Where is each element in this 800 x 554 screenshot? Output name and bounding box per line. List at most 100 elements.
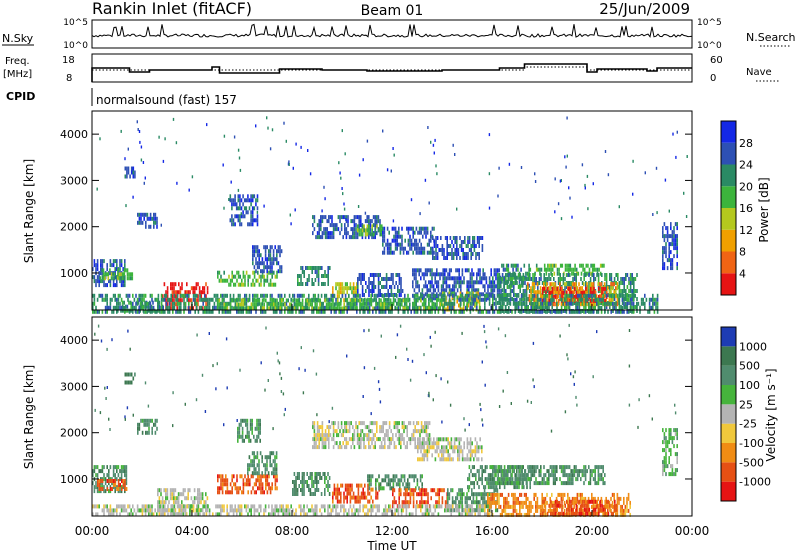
velocity-cell	[409, 421, 412, 426]
power-cell	[625, 273, 627, 277]
power-cell	[228, 309, 230, 314]
velocity-cell	[364, 445, 367, 450]
velocity-cell	[124, 380, 127, 385]
power-cell	[189, 306, 191, 311]
power-cell	[428, 250, 430, 255]
velocity-cell	[124, 479, 126, 483]
power-cell	[393, 234, 395, 239]
velocity-cell	[479, 445, 481, 450]
power-cell	[496, 293, 499, 298]
power-cell	[168, 309, 171, 314]
power-cell	[554, 302, 556, 307]
velocity-cell	[364, 425, 367, 430]
power-cell	[145, 224, 147, 229]
power-cell	[513, 285, 515, 289]
power-cell	[497, 301, 499, 305]
power-cell	[653, 309, 656, 314]
power-cell	[153, 220, 155, 225]
power-cell	[104, 309, 107, 314]
power-cell	[258, 274, 261, 279]
power-cell	[372, 298, 374, 303]
power-cell	[623, 281, 625, 285]
power-cell	[168, 297, 171, 302]
power-cell	[235, 214, 238, 219]
power-cell	[383, 238, 386, 243]
power-cell	[156, 297, 158, 302]
velocity-cell	[229, 482, 232, 487]
power-cell	[544, 293, 547, 298]
power-cell	[418, 288, 420, 293]
power-cell	[148, 301, 150, 306]
power-cell	[445, 284, 448, 289]
power-cell	[416, 293, 419, 298]
power-cell	[417, 246, 419, 251]
velocity-cell	[112, 465, 115, 470]
power-cell	[217, 270, 219, 275]
velocity-cell	[234, 482, 237, 487]
velocity-cell	[301, 476, 304, 480]
velocity-cell	[412, 437, 415, 442]
power-cell	[413, 293, 416, 298]
power-cell	[615, 309, 617, 314]
power-cell	[452, 305, 454, 310]
power-cell	[593, 273, 595, 277]
power-cell	[453, 280, 456, 285]
power-cell	[500, 280, 502, 285]
power-cell	[599, 263, 602, 268]
power-cell	[608, 290, 611, 295]
velocity-cell	[388, 421, 391, 426]
power-cell	[220, 301, 222, 306]
power-cell	[111, 297, 113, 302]
power-cell	[471, 284, 473, 289]
velocity-cell	[122, 479, 125, 483]
power-cell	[590, 263, 592, 268]
velocity-cell	[112, 469, 115, 474]
power-cell	[365, 232, 367, 237]
power-cell	[612, 309, 614, 313]
power-cell	[671, 266, 674, 271]
power-cell	[539, 271, 541, 276]
power-cell	[208, 297, 211, 302]
power-cell	[248, 206, 251, 211]
power-cell	[216, 305, 219, 310]
power-cell	[600, 305, 603, 310]
velocity-cell	[166, 496, 169, 501]
power-cell	[446, 256, 448, 260]
power-cell	[632, 301, 635, 306]
power-cell	[353, 231, 356, 236]
power-cell	[331, 219, 333, 224]
power-cell	[668, 209, 670, 213]
power-cell	[480, 276, 483, 281]
power-cell	[229, 305, 232, 310]
power-cell	[268, 253, 270, 258]
power-cell	[415, 238, 418, 243]
power-cell	[507, 267, 510, 272]
power-cell	[517, 273, 520, 277]
power-cell	[383, 246, 386, 251]
velocity-cell	[411, 437, 413, 442]
velocity-cell	[181, 504, 183, 509]
power-cell	[166, 302, 169, 307]
power-cell	[339, 215, 341, 220]
power-cell	[652, 297, 654, 302]
power-cell	[276, 261, 278, 266]
power-cell	[117, 297, 120, 302]
power-cell	[571, 271, 573, 276]
power-cell	[335, 286, 337, 291]
power-cell	[511, 281, 513, 285]
power-cell	[415, 293, 417, 298]
power-cell	[405, 297, 408, 302]
velocity-cell	[119, 477, 121, 482]
power-cell	[565, 165, 567, 169]
velocity-cell	[201, 508, 204, 513]
power-cell	[281, 302, 283, 307]
velocity-cell	[229, 490, 232, 495]
noise-left-tick-bottom: 10^0	[63, 41, 88, 51]
power-cell	[237, 293, 240, 298]
power-cell	[117, 276, 119, 281]
power-cell	[475, 252, 477, 256]
power-cell	[467, 240, 469, 244]
velocity-cell	[298, 472, 300, 476]
power-cell	[337, 298, 339, 303]
power-cell	[174, 290, 177, 295]
